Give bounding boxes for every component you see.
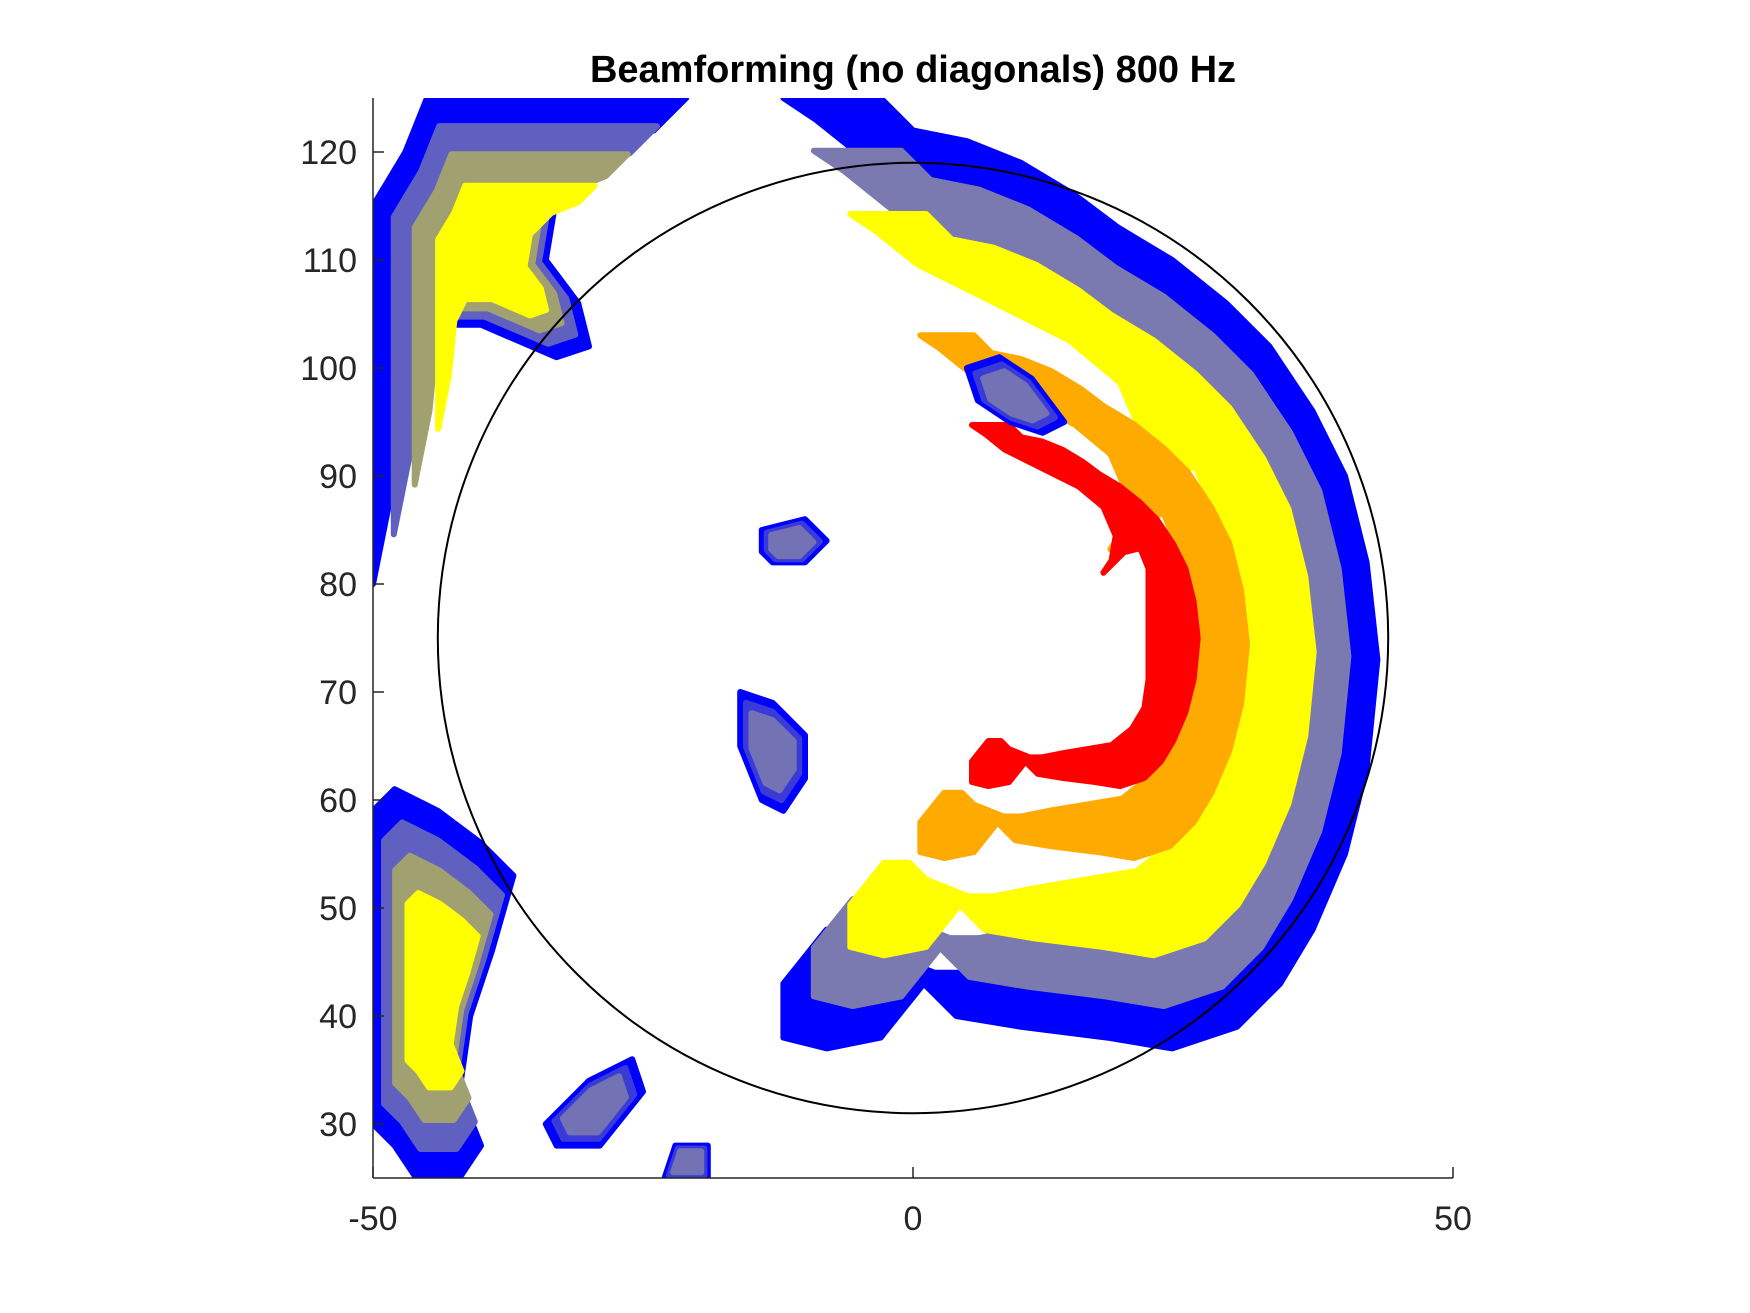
x-tick-label: 0 [904, 1200, 923, 1238]
y-tick-label: 60 [319, 782, 357, 820]
y-tick-label: 120 [300, 134, 357, 172]
axes: 30 40 50 60 70 80 90 100 110 120 -50 0 50 [300, 98, 1472, 1238]
contour-region-left-middle [373, 786, 517, 1178]
y-tick-label: 70 [319, 674, 357, 712]
contour-region-blob-upper-center [964, 354, 1068, 436]
contour-region-blob-lower-left [542, 1056, 646, 1149]
contour-band [435, 182, 598, 432]
contour-band [404, 890, 481, 1091]
contour-region-top-left [373, 98, 690, 587]
y-tick-label: 100 [300, 350, 357, 388]
contour-band [768, 525, 817, 560]
contour-region-blob-center-top [758, 516, 830, 566]
x-tick-label: 50 [1434, 1200, 1472, 1238]
y-tick-label: 40 [319, 998, 357, 1036]
x-tick-label: -50 [348, 1200, 397, 1238]
contour-band [670, 1148, 705, 1176]
contour-band [559, 1073, 629, 1136]
contour-band [748, 710, 797, 794]
contour-band [847, 211, 1317, 959]
contour-layer [373, 98, 1381, 1178]
y-tick-label: 50 [319, 890, 357, 928]
chart-title: Beamforming (no diagonals) 800 Hz [590, 49, 1236, 91]
contour-band [980, 368, 1050, 424]
contour-band [969, 422, 1201, 790]
y-tick-label: 30 [319, 1106, 357, 1144]
y-tick-label: 110 [303, 242, 357, 280]
y-tick-label: 80 [319, 566, 357, 604]
reference-circle [436, 161, 1390, 1115]
y-tick-label: 90 [319, 458, 357, 496]
contour-region-blob-center [737, 689, 808, 814]
contour-region-main-arc [780, 98, 1381, 1052]
contour-region-blob-bottom [661, 1142, 711, 1178]
